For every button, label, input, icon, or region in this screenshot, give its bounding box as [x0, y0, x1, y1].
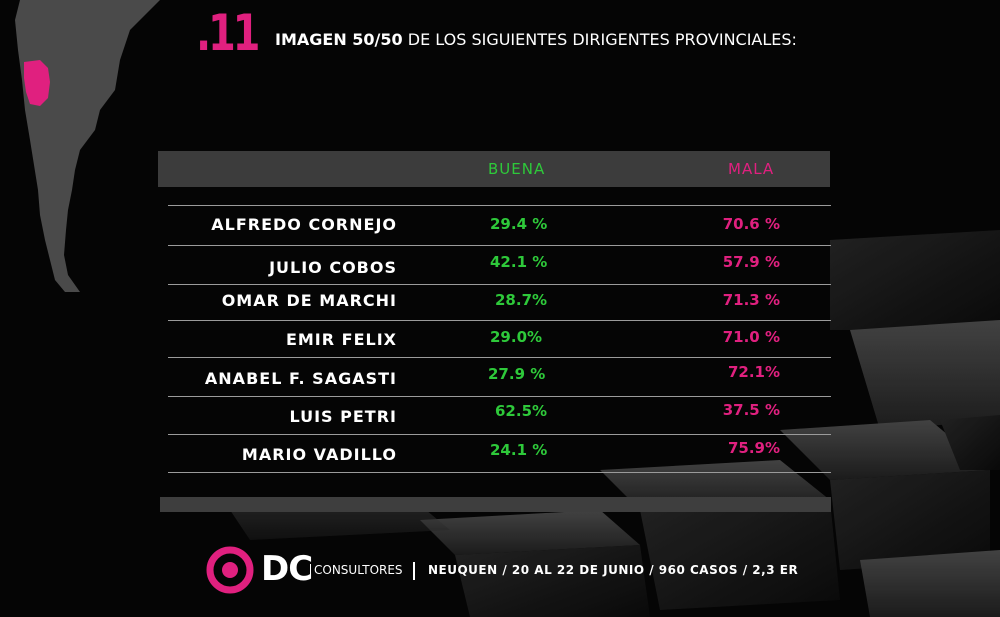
divider [168, 320, 831, 321]
survey-info: NEUQUEN / 20 AL 22 DE JUNIO / 960 CASOS … [428, 563, 799, 577]
table-row: EMIR FELIX 29.0% 71.0 % [0, 322, 1000, 358]
mala-value: 75.9% [727, 439, 780, 457]
leader-name: LUIS PETRI [289, 407, 397, 426]
footer-separator [413, 562, 415, 580]
page-title: IMAGEN 50/50 DE LOS SIGUIENTES DIRIGENTE… [275, 30, 797, 49]
argentina-map [15, 0, 160, 292]
mala-value: 70.6 % [722, 215, 780, 233]
buena-value: 62.5% [495, 402, 548, 420]
divider [168, 205, 831, 206]
divider [168, 472, 831, 473]
table-row: MARIO VADILLO 24.1 % 75.9% [0, 437, 1000, 473]
slide-number: .11 [196, 4, 260, 62]
mala-value: 71.3 % [722, 291, 780, 309]
title-bold: IMAGEN 50/50 [275, 30, 403, 49]
table-row: ALFREDO CORNEJO 29.4 % 70.6 % [0, 207, 1000, 243]
divider [168, 357, 831, 358]
logo-subtitle: CONSULTORES [310, 564, 403, 576]
province-highlight [24, 60, 50, 106]
leader-name: ANABEL F. SAGASTI [204, 369, 397, 388]
divider [168, 396, 831, 397]
argentina-silhouette [15, 0, 160, 292]
leader-name: ALFREDO CORNEJO [211, 215, 397, 234]
table-header [158, 151, 830, 187]
mala-value: 37.5 % [722, 401, 780, 419]
buena-value: 42.1 % [490, 253, 548, 271]
logo-text: DC [261, 549, 313, 589]
column-header-buena: BUENA [488, 160, 546, 178]
divider [168, 434, 831, 435]
buena-value: 27.9 % [488, 365, 546, 383]
leader-name: JULIO COBOS [269, 258, 397, 277]
table-row: ANABEL F. SAGASTI 27.9 % 72.1% [0, 361, 1000, 397]
table-row: OMAR DE MARCHI 28.7% 71.3 % [0, 283, 1000, 319]
mala-value: 57.9 % [722, 253, 780, 271]
buena-value: 28.7% [495, 291, 548, 309]
buena-value: 29.4 % [490, 215, 548, 233]
column-header-mala: MALA [728, 160, 775, 178]
divider [168, 245, 831, 246]
table-row: JULIO COBOS 42.1 % 57.9 % [0, 250, 1000, 286]
divider [168, 284, 831, 285]
buena-value: 29.0% [490, 328, 543, 346]
title-rest: DE LOS SIGUIENTES DIRIGENTES PROVINCIALE… [407, 30, 797, 49]
leader-name: EMIR FELIX [285, 330, 397, 349]
mala-value: 71.0 % [722, 328, 780, 346]
dc-logo-icon [206, 546, 254, 594]
leader-name: OMAR DE MARCHI [221, 291, 397, 310]
leader-name: MARIO VADILLO [241, 445, 397, 464]
mala-value: 72.1% [727, 363, 780, 381]
buena-value: 24.1 % [490, 441, 548, 459]
table-row: LUIS PETRI 62.5% 37.5 % [0, 399, 1000, 435]
table-footer-bar [160, 497, 831, 512]
